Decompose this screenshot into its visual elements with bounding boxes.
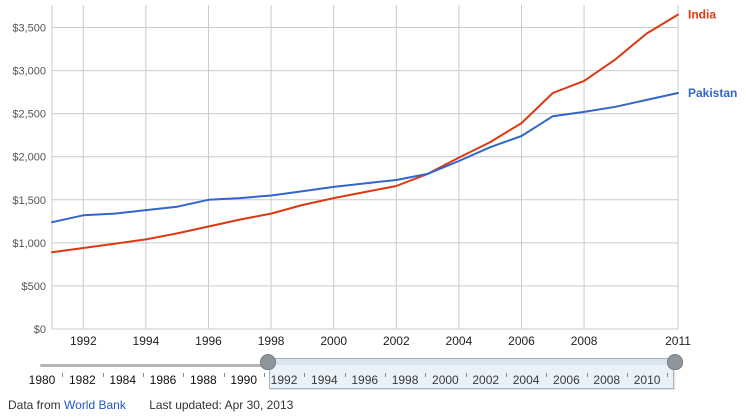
slider-year-label: 2002 [472, 373, 500, 387]
slider-minor-tick [142, 373, 144, 377]
slider-year-label: 2000 [432, 373, 459, 387]
x-tick-label: 1992 [70, 334, 97, 348]
legend-label-pakistan: Pakistan [688, 86, 737, 100]
india-line [51, 13, 679, 254]
slider-minor-tick [546, 373, 548, 377]
slider-minor-tick [505, 373, 507, 377]
y-tick-label: $1,000 [12, 238, 46, 250]
data-from-label: Data from [8, 398, 61, 412]
slider-year-label: 1988 [190, 373, 217, 387]
slider-year-label: 1994 [311, 373, 338, 387]
slider-minor-tick [344, 373, 346, 377]
y-tick-label: $2,500 [12, 109, 46, 121]
slider-minor-tick [102, 373, 104, 377]
pakistan-line [51, 92, 679, 224]
x-tick-label: 2000 [320, 334, 347, 348]
x-tick-label: 2002 [383, 334, 410, 348]
y-tick-label: $1,500 [12, 195, 46, 207]
slider-track[interactable] [40, 364, 267, 367]
slider-minor-tick [263, 373, 265, 377]
slider-minor-tick [667, 373, 669, 377]
legend-label-india: India [688, 8, 716, 22]
x-tick-label: 1994 [133, 334, 160, 348]
y-tick-label: $3,000 [12, 66, 46, 78]
line-chart: $0 $500 $1,000 $1,500 $2,000 $2,500 $3,000 $3,5… [12, 5, 737, 348]
slider-year-label: 1998 [391, 373, 419, 387]
slider-minor-tick [425, 373, 427, 377]
slider-year-label: 1982 [68, 373, 96, 387]
source-link[interactable]: World Bank [64, 398, 126, 412]
x-tick-label: 1996 [195, 334, 222, 348]
slider-minor-tick [223, 373, 225, 377]
slider-year-label: 1990 [230, 373, 258, 387]
slider-minor-tick [384, 373, 386, 377]
slider-minor-tick [183, 373, 185, 377]
slider-year-label: 2010 [633, 373, 661, 387]
slider-minor-tick [62, 373, 64, 377]
slider-year-label: 1984 [109, 373, 137, 387]
y-tick-label: $500 [22, 281, 46, 293]
slider-right-handle[interactable] [667, 354, 684, 370]
x-tick-label: 2011 [665, 334, 691, 348]
slider-minor-tick [304, 373, 306, 377]
slider-year-label: 2004 [512, 373, 540, 387]
slider-selection-track [269, 359, 674, 365]
slider-year-label: 2006 [553, 373, 580, 387]
x-tick-label: 2008 [571, 334, 598, 348]
slider-year-label: 2008 [593, 373, 621, 387]
slider-minor-tick [586, 373, 588, 377]
x-tick-label: 2006 [508, 334, 535, 348]
chart-footer: Data from World Bank Last updated: Apr 3… [8, 398, 293, 412]
last-updated-label: Last updated: Apr 30, 2013 [149, 398, 294, 412]
slider-minor-tick [465, 373, 467, 377]
slider-left-handle[interactable] [259, 354, 276, 370]
y-tick-label: $0 [34, 324, 46, 336]
y-tick-label: $2,000 [12, 152, 46, 164]
slider-year-label: 1980 [28, 373, 56, 387]
slider-year-label: 1996 [351, 373, 379, 387]
x-tick-label: 2004 [446, 334, 473, 348]
y-tick-label: $3,500 [12, 23, 46, 35]
slider-year-label: 1986 [149, 373, 177, 387]
x-tick-label: 1998 [258, 334, 285, 348]
slider-minor-tick [626, 373, 628, 377]
slider-year-label: 1992 [270, 373, 298, 387]
